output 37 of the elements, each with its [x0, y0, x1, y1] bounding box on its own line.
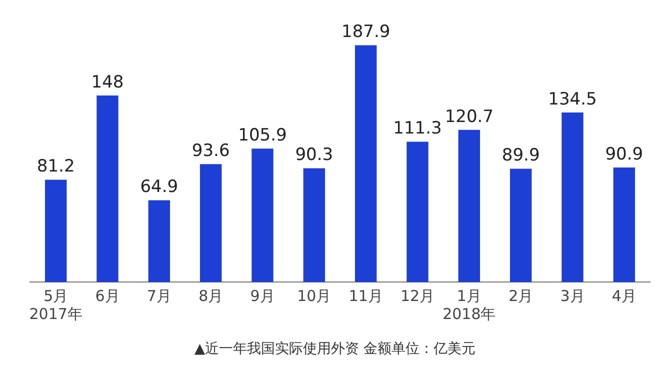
data-label: 120.7	[444, 106, 494, 127]
bar	[458, 130, 480, 282]
bar	[613, 167, 636, 282]
bar	[562, 112, 584, 282]
data-label: 90.3	[295, 145, 334, 166]
x-tick-label: 8月	[198, 286, 224, 305]
bar	[200, 164, 222, 282]
data-label: 111.3	[393, 118, 442, 139]
data-label: 134.5	[548, 89, 597, 110]
x-tick-label: 11月	[348, 286, 383, 305]
bar	[96, 96, 118, 282]
data-label: 81.2	[36, 156, 75, 177]
bar	[510, 168, 532, 282]
bar	[252, 148, 274, 282]
x-tick-label: 5月 2017年	[29, 286, 82, 323]
x-tick-label: 2月	[508, 286, 534, 305]
x-tick-label: 12月	[400, 286, 435, 305]
data-label: 93.6	[192, 140, 230, 161]
bar	[303, 168, 326, 282]
x-tick-label: 9月	[250, 286, 275, 305]
data-label: 105.9	[238, 125, 287, 146]
bar	[44, 180, 67, 282]
data-label: 89.9	[502, 146, 540, 166]
x-tick-label: 10月	[297, 286, 332, 305]
bar	[354, 45, 377, 282]
x-tick-label: 3月	[560, 286, 585, 305]
x-tick-label: 7月	[146, 286, 172, 305]
data-label: 64.9	[140, 177, 178, 198]
x-tick-label: 1月 2018年	[442, 286, 496, 323]
x-tick-label: 6月	[95, 286, 120, 305]
bar	[148, 200, 170, 282]
data-label: 90.9	[605, 144, 644, 164]
text: ▲近一年我国实际使用外资 金额单位：亿美元	[193, 340, 477, 358]
data-label: 148	[91, 72, 124, 92]
x-tick-label: 4月	[612, 286, 636, 305]
bar	[406, 142, 428, 282]
data-label: 187.9	[341, 22, 390, 42]
